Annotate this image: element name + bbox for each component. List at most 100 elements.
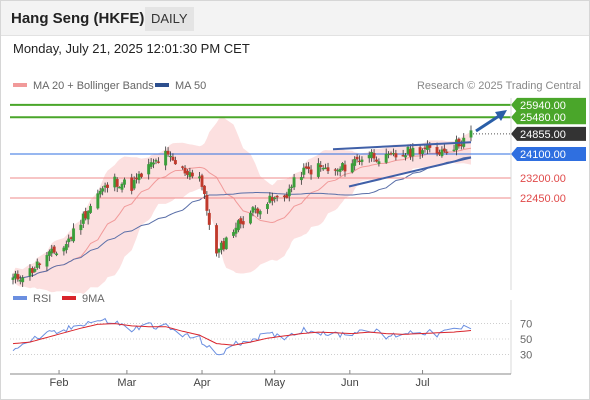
candle: [249, 210, 252, 225]
candle: [360, 156, 364, 166]
candle-body: [455, 139, 458, 151]
candle-body: [421, 150, 424, 154]
x-axis-label: Mar: [117, 377, 136, 389]
candle: [72, 223, 76, 243]
candle-body: [166, 150, 170, 155]
candle-body: [81, 213, 85, 224]
candle-body: [285, 194, 289, 198]
x-axis-label: Apr: [193, 377, 210, 389]
candle-body: [287, 188, 291, 197]
candle-body: [333, 169, 337, 171]
rsi-tick-label: 30: [520, 349, 532, 361]
candle-body: [435, 147, 439, 154]
candle-body: [28, 268, 32, 277]
candle: [232, 229, 235, 238]
level-tag-resistance: 25480.00: [511, 110, 586, 125]
candle: [154, 158, 158, 165]
candle-body: [137, 173, 141, 181]
legend-swatch-bollinger: [13, 83, 27, 87]
candle: [273, 196, 277, 203]
level-label: 22450.00: [520, 193, 566, 205]
candle-body: [96, 193, 100, 209]
chart-header: Hang Seng (HKFE) DAILY: [1, 1, 589, 36]
level-tag-shape: [511, 110, 586, 125]
candle-body: [251, 207, 255, 213]
candle: [149, 158, 153, 170]
candle-body: [86, 211, 90, 220]
candle-body: [132, 180, 136, 189]
level-tag-last: 24855.00: [511, 126, 586, 141]
candle: [326, 162, 330, 174]
candle-body: [452, 149, 456, 152]
candle: [139, 172, 143, 179]
candle-body: [219, 242, 223, 251]
rsi-tick-label: 50: [520, 334, 532, 346]
candle-body: [299, 177, 303, 181]
candle: [411, 143, 415, 162]
candle-body: [353, 159, 357, 166]
candle: [307, 162, 311, 174]
candle-body: [239, 218, 243, 224]
candle-body: [181, 166, 185, 168]
candle-body: [232, 232, 235, 236]
candle: [166, 147, 170, 157]
candle-body: [442, 148, 446, 152]
credit-text: Research © 2025 Trading Central: [416, 80, 581, 92]
candle-body: [375, 159, 378, 162]
candle-body: [69, 237, 73, 239]
x-axis-label: Jun: [341, 377, 359, 389]
candle-body: [270, 196, 274, 201]
candle: [147, 158, 151, 180]
period-button[interactable]: DAILY: [145, 7, 194, 31]
candle-body: [200, 175, 204, 187]
rsi-ma-line: [12, 323, 472, 346]
channel-lower-line: [348, 156, 472, 188]
candle-body: [445, 151, 449, 154]
candle-body: [217, 248, 221, 253]
legend-rsi-ma: 9MA: [62, 293, 122, 307]
candle-body: [326, 167, 330, 172]
candle-body: [222, 241, 226, 250]
candle-body: [355, 156, 359, 160]
x-axis-label: Jul: [416, 377, 430, 389]
candle-body: [120, 183, 124, 190]
candle-body: [135, 177, 139, 180]
candle: [132, 176, 136, 191]
candle: [96, 189, 100, 210]
candle-body: [16, 274, 20, 280]
candle-body: [324, 167, 328, 170]
legend-label-rsi: RSI: [33, 293, 52, 305]
candle: [319, 161, 323, 172]
candle: [394, 149, 398, 161]
candle-body: [316, 163, 320, 177]
candle: [251, 205, 255, 217]
level-tag-shape: [511, 126, 586, 141]
candle-body: [47, 251, 51, 256]
candle: [292, 173, 296, 190]
candle: [47, 249, 51, 262]
candle-body: [341, 163, 345, 171]
candle: [309, 165, 313, 180]
candle: [86, 210, 90, 225]
candle-body: [18, 280, 22, 282]
rsi-line: [12, 317, 472, 356]
level-label: 23200.00: [520, 173, 566, 185]
candle: [202, 185, 206, 200]
candle-body: [440, 149, 444, 157]
candle-body: [147, 164, 151, 175]
candle-body: [156, 161, 160, 163]
candle: [452, 144, 456, 152]
level-label: 25480.00: [520, 112, 566, 124]
candle: [164, 146, 168, 171]
candle-body: [411, 147, 415, 157]
candle: [11, 273, 15, 285]
candle: [421, 148, 424, 158]
level-tag-shape: [511, 97, 586, 112]
candle: [207, 209, 211, 230]
candle: [353, 156, 357, 171]
legend-label-bollinger: MA 20 + Bollinger Bands: [33, 80, 154, 92]
candle-body: [234, 227, 238, 234]
candle-body: [401, 155, 405, 157]
candle: [316, 158, 320, 179]
candle: [152, 158, 156, 169]
